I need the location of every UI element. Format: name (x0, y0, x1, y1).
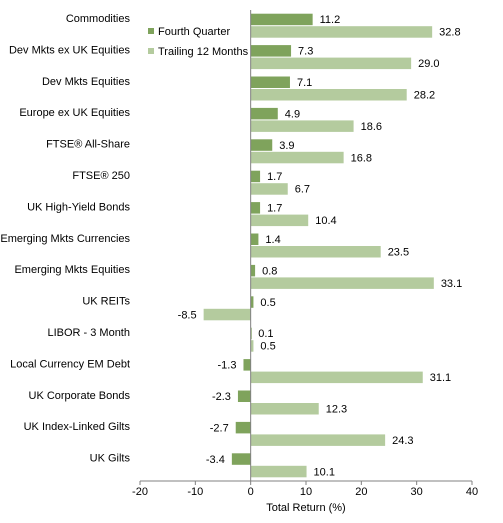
bar-trailing-12-months-12 (250, 403, 319, 415)
value-label-trailing-12-months-2: 28.2 (414, 90, 435, 102)
category-label-13: UK Index-Linked Gilts (24, 421, 131, 433)
value-label-trailing-12-months-12: 12.3 (326, 404, 347, 416)
category-label-12: UK Corporate Bonds (29, 390, 131, 402)
category-label-9: UK REITs (82, 296, 130, 308)
bar-trailing-12-months-4 (250, 151, 344, 164)
value-label-fourth-quarter-9: 0.5 (260, 297, 275, 309)
bar-trailing-12-months-1 (250, 57, 412, 70)
bar-trailing-12-months-7 (250, 246, 381, 258)
value-label-fourth-quarter-11: -1.3 (218, 360, 237, 372)
legend-label-trailing-12-months: Trailing 12 Months (158, 46, 249, 58)
category-label-5: FTSE® 250 (72, 170, 130, 182)
value-label-trailing-12-months-7: 23.5 (388, 247, 409, 259)
value-label-fourth-quarter-6: 1.7 (267, 203, 282, 215)
x-tick-label-3: 10 (300, 486, 312, 498)
bar-fourth-quarter-1 (250, 45, 292, 57)
bar-trailing-12-months-2 (250, 89, 407, 101)
category-label-6: UK High-Yield Bonds (27, 201, 130, 213)
bar-trailing-12-months-14 (250, 465, 307, 478)
bar-trailing-12-months-0 (250, 26, 433, 38)
legend-label-fourth-quarter: Fourth Quarter (158, 26, 230, 38)
legend-swatch-fourth-quarter (148, 28, 154, 34)
bar-fourth-quarter-8 (250, 264, 256, 277)
category-label-3: Europe ex UK Equities (19, 107, 130, 119)
category-labels-group: Commodities Dev Mkts ex UK Equities Dev Mk… (0, 13, 130, 465)
value-label-trailing-12-months-5: 6.7 (295, 184, 310, 196)
bars-group (203, 13, 434, 478)
x-tick-label-0: -20 (132, 486, 148, 498)
value-label-fourth-quarter-3: 4.9 (285, 108, 300, 120)
category-label-0: Commodities (66, 13, 131, 25)
bar-fourth-quarter-14 (231, 453, 251, 465)
value-label-trailing-12-months-4: 16.8 (351, 152, 372, 164)
category-label-2: Dev Mkts Equities (42, 76, 131, 88)
bar-trailing-12-months-6 (250, 214, 309, 227)
bar-trailing-12-months-8 (250, 277, 434, 289)
bar-fourth-quarter-7 (250, 233, 259, 245)
value-label-fourth-quarter-13: -2.7 (210, 422, 229, 434)
value-label-fourth-quarter-4: 3.9 (279, 140, 294, 152)
bar-trailing-12-months-9 (203, 308, 251, 321)
value-label-trailing-12-months-0: 32.8 (439, 27, 460, 39)
value-label-trailing-12-months-14: 10.1 (314, 466, 335, 478)
value-label-fourth-quarter-1: 7.3 (298, 46, 313, 58)
value-label-trailing-12-months-3: 18.6 (361, 121, 382, 133)
value-label-fourth-quarter-0: 11.2 (320, 14, 341, 26)
bar-fourth-quarter-9 (250, 296, 254, 308)
category-label-1: Dev Mkts ex UK Equities (9, 44, 131, 56)
bar-trailing-12-months-10 (250, 340, 254, 352)
category-label-10: LIBOR - 3 Month (47, 327, 130, 339)
value-label-trailing-12-months-8: 33.1 (441, 278, 462, 290)
x-tick-label-2: 0 (248, 486, 254, 498)
bar-trailing-12-months-5 (250, 183, 288, 195)
value-label-trailing-12-months-1: 29.0 (418, 58, 439, 70)
x-axis-title: Total Return (%) (266, 502, 345, 514)
bar-fourth-quarter-12 (237, 390, 251, 402)
x-tick-label-6: 40 (466, 486, 478, 498)
x-tick-label-4: 20 (355, 486, 367, 498)
value-label-fourth-quarter-7: 1.4 (265, 234, 280, 246)
value-label-fourth-quarter-12: -2.3 (212, 391, 231, 403)
category-label-8: Emerging Mkts Equities (14, 264, 130, 276)
bar-fourth-quarter-3 (250, 107, 278, 120)
bar-fourth-quarter-6 (250, 202, 261, 214)
value-label-trailing-12-months-13: 24.3 (392, 435, 413, 447)
value-label-fourth-quarter-10: 0.1 (258, 328, 273, 340)
bar-fourth-quarter-4 (250, 139, 273, 151)
value-label-trailing-12-months-6: 10.4 (315, 215, 336, 227)
value-label-trailing-12-months-11: 31.1 (430, 372, 451, 384)
bar-fourth-quarter-13 (235, 421, 251, 434)
bar-trailing-12-months-13 (250, 434, 386, 446)
value-label-trailing-12-months-10: 0.5 (260, 341, 275, 353)
category-label-11: Local Currency EM Debt (10, 358, 130, 370)
category-label-7: Emerging Mkts Currencies (0, 233, 130, 245)
value-labels-group: 11.2 32.8 7.3 29.0 7.1 28.2 4.9 18.6 3.9 16.8 1.7 6… (178, 14, 463, 478)
bar-fourth-quarter-11 (243, 359, 251, 371)
bar-trailing-12-months-11 (250, 371, 423, 384)
bar-fourth-quarter-0 (250, 13, 313, 26)
value-label-fourth-quarter-5: 1.7 (267, 171, 282, 183)
legend: Fourth Quarter Trailing 12 Months (148, 26, 249, 58)
value-label-trailing-12-months-9: -8.5 (178, 309, 197, 321)
value-label-fourth-quarter-8: 0.8 (262, 265, 277, 277)
x-tick-label-5: 30 (411, 486, 423, 498)
bar-fourth-quarter-2 (250, 76, 290, 88)
category-label-14: UK Gilts (90, 453, 131, 465)
legend-swatch-trailing-12-months (148, 48, 154, 54)
value-label-fourth-quarter-14: -3.4 (206, 454, 225, 466)
category-label-4: FTSE® All-Share (46, 139, 130, 151)
bar-fourth-quarter-5 (250, 170, 261, 183)
x-ticks-group: -20 -10 0 10 20 30 40 (132, 481, 478, 498)
value-label-fourth-quarter-2: 7.1 (297, 77, 312, 89)
bar-trailing-12-months-3 (250, 120, 354, 132)
x-tick-label-1: -10 (187, 486, 203, 498)
